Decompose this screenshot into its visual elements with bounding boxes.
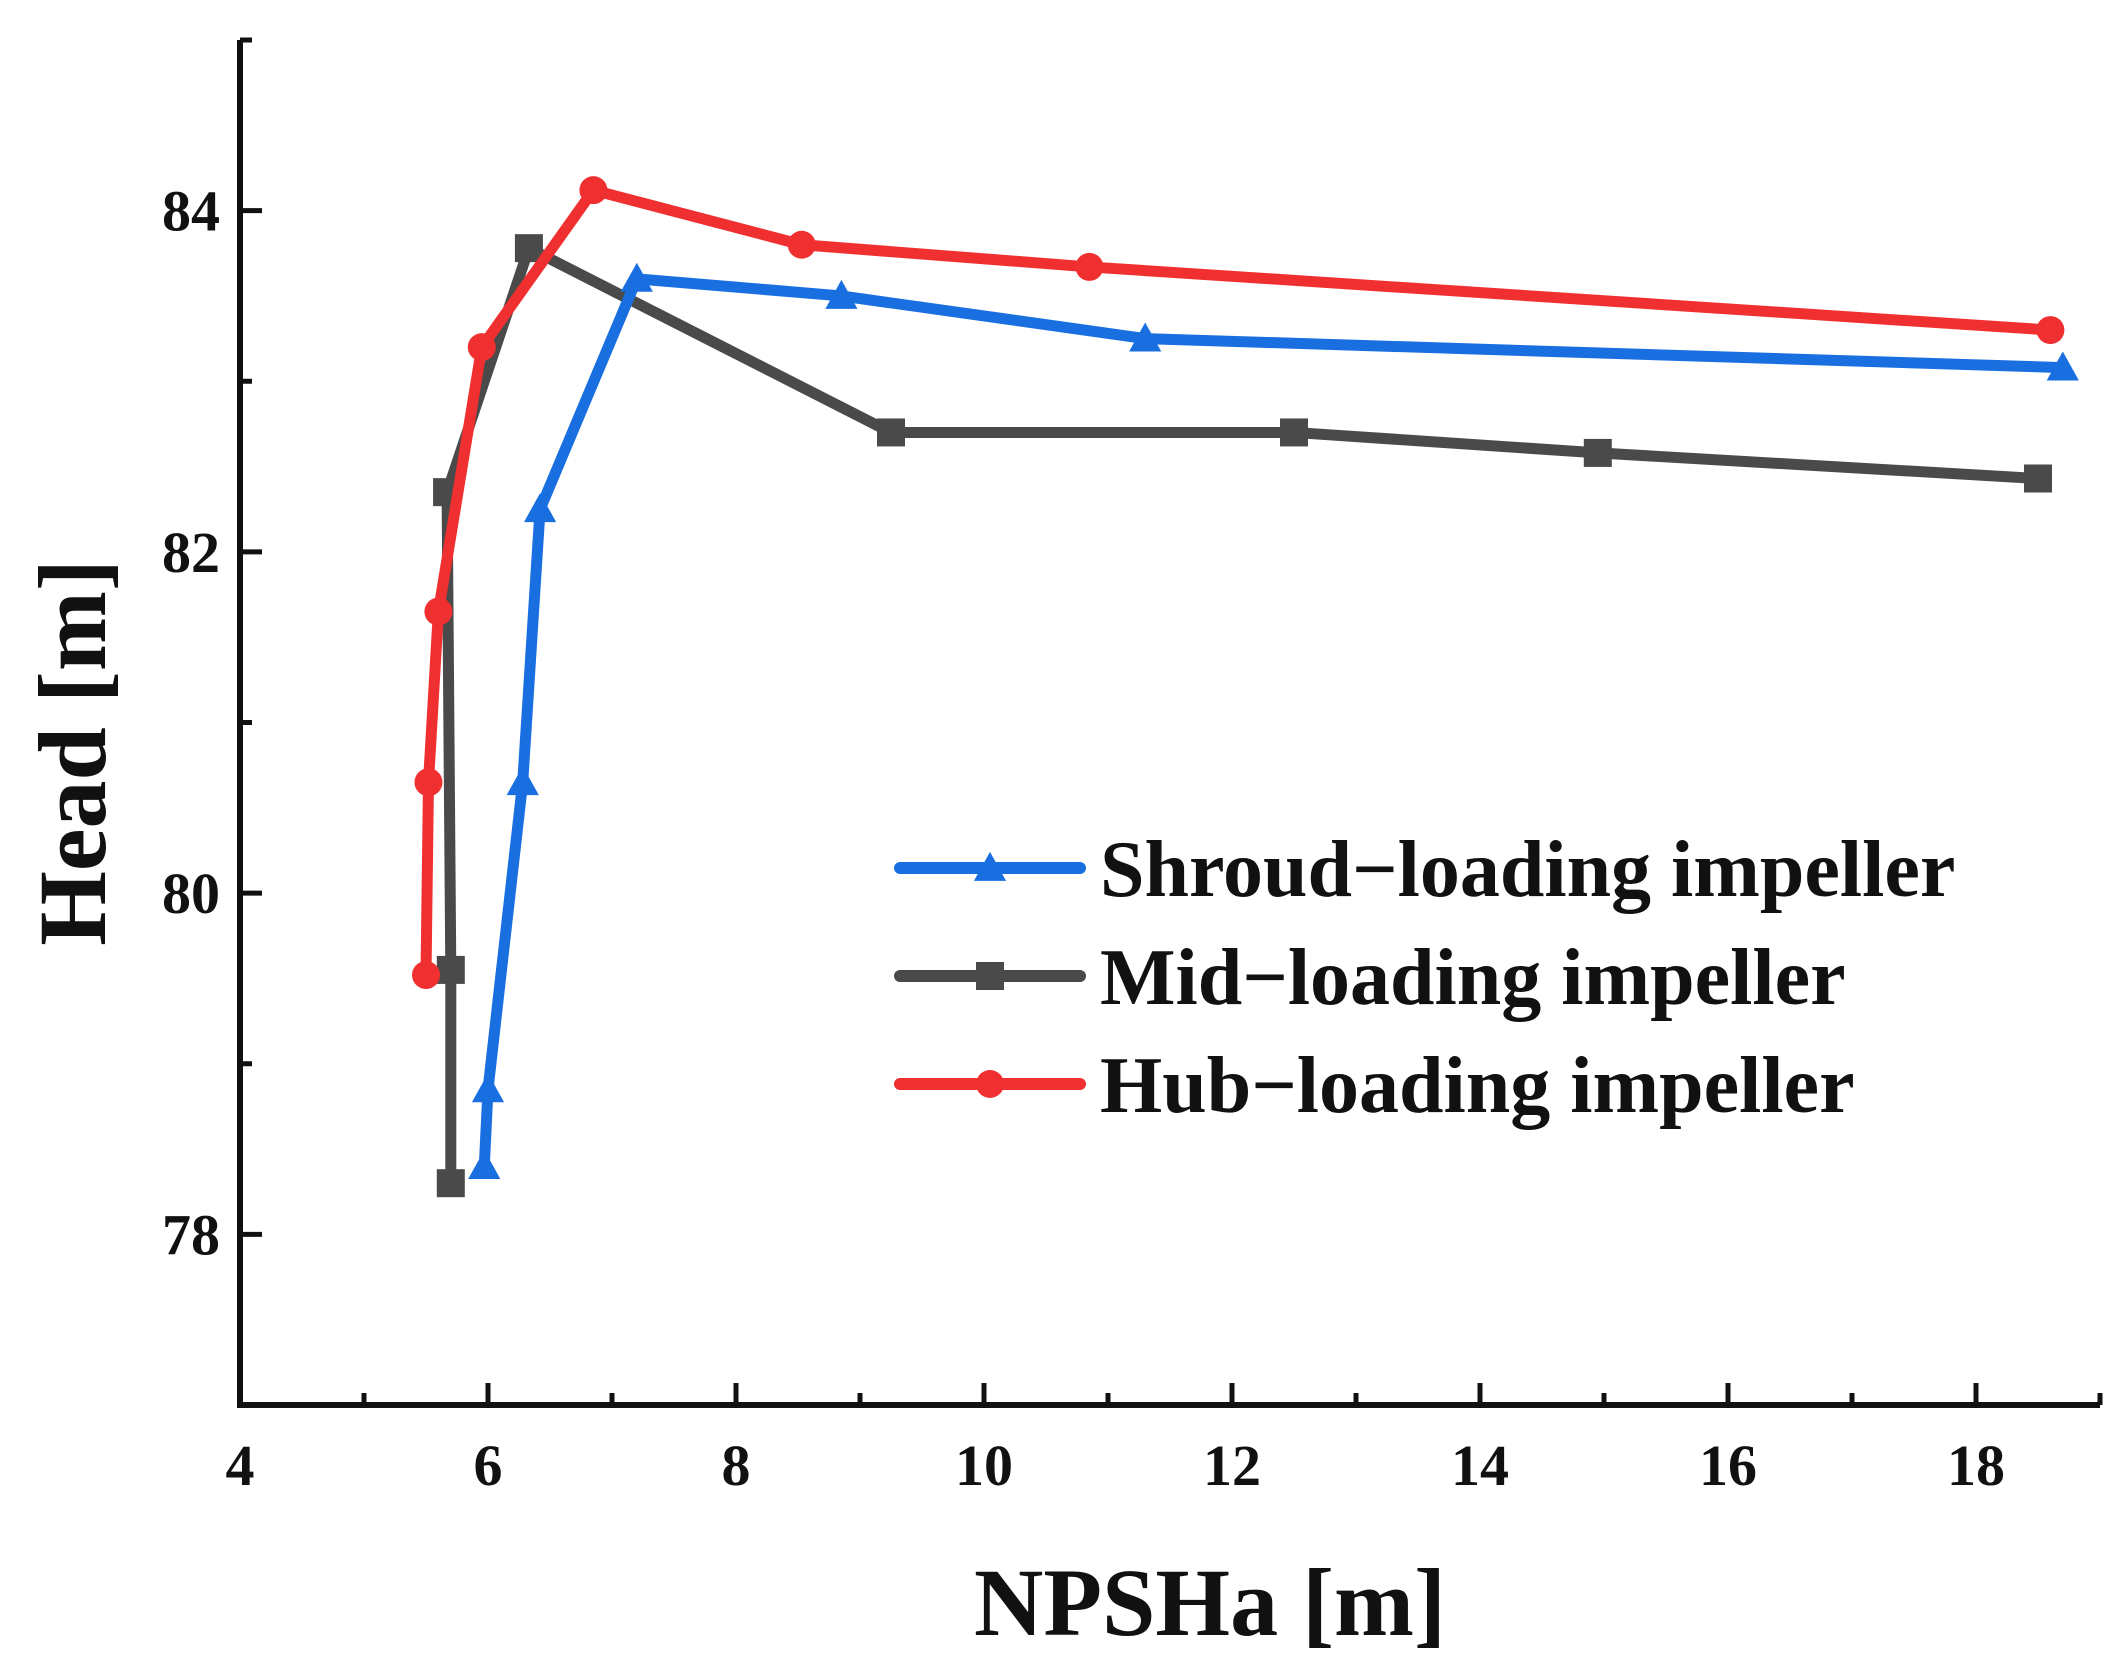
x-tick-label: 14 [1451, 1433, 1509, 1498]
x-tick-label: 4 [226, 1433, 255, 1498]
data-point [523, 493, 557, 523]
series-line [478, 273, 2069, 1172]
data-point [620, 262, 653, 292]
series-layer [412, 176, 2079, 1198]
legend-item: Mid−loading impeller [894, 934, 1846, 1022]
y-tick-label: 80 [162, 861, 220, 926]
data-point [467, 333, 496, 362]
x-tick-label: 18 [1947, 1433, 2005, 1498]
legend-label: Hub−loading impeller [1100, 1042, 1855, 1130]
data-point [2036, 316, 2065, 345]
data-point [436, 1169, 465, 1198]
legend-marker [976, 962, 1004, 990]
x-tick-label: 10 [955, 1433, 1013, 1498]
data-point [1075, 252, 1104, 281]
data-point [414, 768, 443, 797]
x-tick-label: 16 [1699, 1433, 1757, 1498]
data-point [579, 176, 608, 205]
series-triangle [468, 262, 2079, 1180]
data-point [471, 1073, 505, 1103]
legend-label: Shroud−loading impeller [1100, 826, 1955, 914]
data-point [787, 230, 816, 259]
x-tick-label: 6 [474, 1433, 503, 1498]
data-point [424, 597, 453, 626]
legend-marker [976, 1070, 1004, 1098]
x-tick-label: 12 [1203, 1433, 1261, 1498]
legend-item: Hub−loading impeller [894, 1042, 1855, 1130]
data-point [2046, 351, 2079, 381]
data-point [436, 955, 465, 984]
legend-item: Shroud−loading impeller [894, 826, 1955, 914]
y-axis-title: Head [m] [19, 559, 126, 946]
data-point [825, 279, 858, 309]
legend: Shroud−loading impeller Mid−loading impel… [894, 826, 1955, 1130]
x-axis-title: NPSHa [m] [974, 1549, 1446, 1656]
series-circle [412, 176, 2065, 990]
data-point [1129, 322, 1162, 352]
data-point [1280, 418, 1308, 447]
legend-label: Mid−loading impeller [1100, 934, 1846, 1022]
legend-marker [973, 851, 1007, 881]
y-tick-label: 84 [162, 179, 220, 244]
axes: 4 6 8 10 12 14 16 18 78 80 82 84 [162, 37, 2103, 1498]
data-point [877, 418, 905, 447]
data-point [468, 1150, 501, 1180]
series-line [441, 242, 2044, 1189]
data-point [412, 961, 440, 990]
data-point [1583, 438, 1612, 467]
data-point [506, 766, 539, 796]
series-line [420, 184, 2056, 981]
y-tick-label: 78 [162, 1202, 220, 1267]
series-square [433, 234, 2052, 1198]
x-tick-label: 8 [722, 1433, 751, 1498]
y-tick-label: 82 [162, 520, 220, 585]
data-point [514, 234, 543, 263]
data-point [2024, 464, 2052, 493]
